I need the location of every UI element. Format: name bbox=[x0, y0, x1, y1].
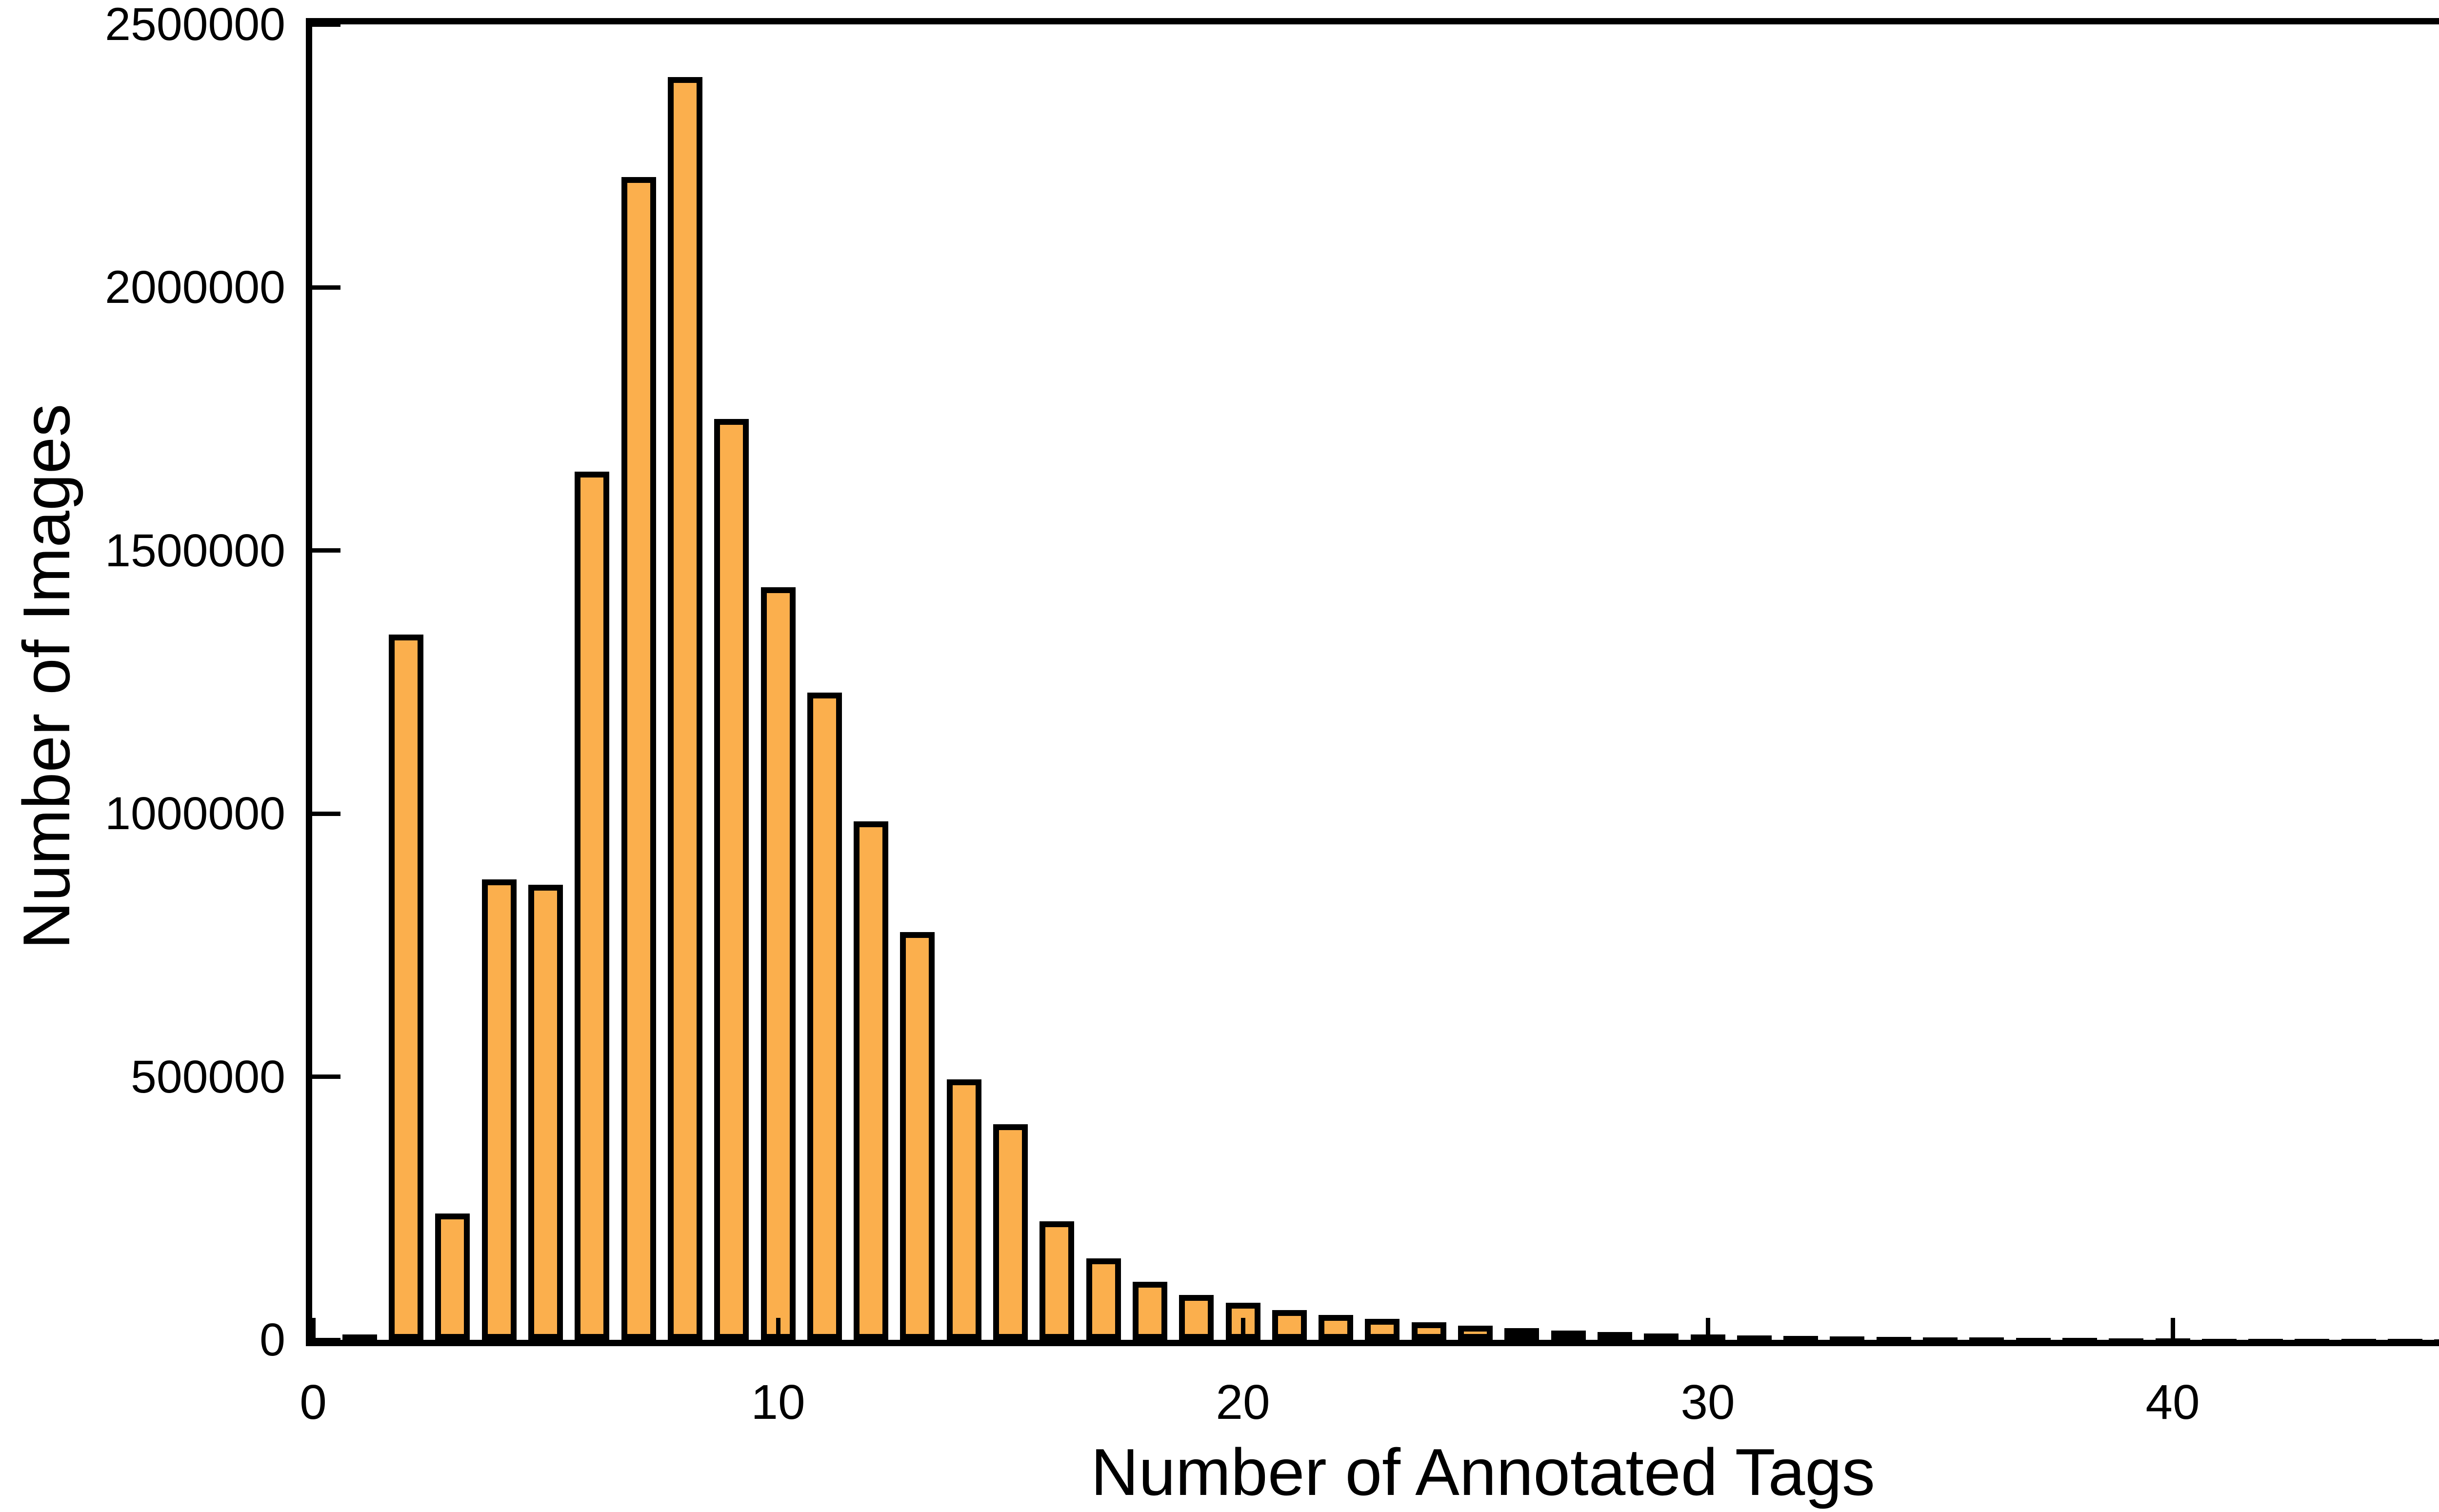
bar-x36 bbox=[1969, 1337, 2004, 1340]
y-tick bbox=[312, 1337, 340, 1342]
bar-x41 bbox=[2201, 1339, 2237, 1340]
bar-fill bbox=[813, 698, 836, 1334]
bar-fill bbox=[1045, 1227, 1069, 1334]
bar-x14 bbox=[946, 1079, 981, 1340]
bar-fill bbox=[487, 885, 511, 1334]
bar-fill bbox=[999, 1130, 1022, 1334]
y-tick bbox=[312, 285, 340, 290]
bar-x11 bbox=[807, 693, 842, 1340]
bar-x9 bbox=[714, 419, 749, 1340]
bar-fill bbox=[1324, 1321, 1348, 1334]
y-tick bbox=[312, 548, 340, 553]
bar-x24 bbox=[1411, 1322, 1446, 1340]
bar-x8 bbox=[667, 77, 702, 1340]
bar-x15 bbox=[993, 1124, 1028, 1340]
bar-x27 bbox=[1551, 1331, 1586, 1340]
bar-x6 bbox=[575, 472, 610, 1340]
bar-fill bbox=[1092, 1264, 1115, 1334]
bar-x16 bbox=[1040, 1221, 1075, 1340]
bar-x26 bbox=[1504, 1328, 1539, 1340]
bar-x45 bbox=[2388, 1339, 2422, 1340]
bar-fill bbox=[395, 640, 418, 1334]
bar-fill bbox=[534, 891, 557, 1334]
bar-fill bbox=[1371, 1325, 1394, 1334]
bar-x13 bbox=[900, 932, 935, 1340]
bar-x35 bbox=[1923, 1337, 1958, 1340]
bar-fill bbox=[860, 827, 883, 1334]
bar-fill bbox=[627, 183, 650, 1334]
y-tick-label: 2000000 bbox=[105, 261, 285, 314]
y-tick-label: 1500000 bbox=[105, 524, 285, 577]
x-axis-title: Number of Annotated Tags bbox=[1091, 1435, 1875, 1509]
bar-fill bbox=[1417, 1328, 1440, 1334]
x-tick bbox=[1705, 1318, 1710, 1340]
bar-fill bbox=[952, 1085, 976, 1334]
y-tick bbox=[312, 1074, 340, 1079]
bar-x38 bbox=[2062, 1338, 2097, 1340]
bar-fill bbox=[1138, 1288, 1161, 1334]
x-tick-label: 10 bbox=[751, 1375, 805, 1430]
bar-fill bbox=[720, 425, 743, 1334]
x-tick-label: 40 bbox=[2145, 1375, 2200, 1430]
x-tick-label: 0 bbox=[300, 1375, 327, 1430]
bar-x34 bbox=[1876, 1337, 1911, 1340]
bar-fill bbox=[1464, 1332, 1487, 1334]
y-tick-label: 0 bbox=[260, 1314, 285, 1366]
y-tick-label: 2500000 bbox=[105, 0, 285, 50]
bar-x3 bbox=[435, 1214, 470, 1340]
bar-x39 bbox=[2109, 1338, 2144, 1340]
bar-x43 bbox=[2295, 1339, 2330, 1340]
x-tick-label: 30 bbox=[1680, 1375, 1735, 1430]
y-tick-label: 500000 bbox=[130, 1051, 285, 1103]
x-tick bbox=[311, 1318, 316, 1340]
y-tick bbox=[312, 22, 340, 27]
x-tick bbox=[1240, 1318, 1245, 1340]
bar-fill bbox=[673, 83, 697, 1334]
bar-x21 bbox=[1272, 1310, 1307, 1340]
bar-x29 bbox=[1644, 1333, 1679, 1340]
bar-x1 bbox=[342, 1334, 377, 1340]
bar-x44 bbox=[2341, 1339, 2376, 1340]
bar-x7 bbox=[621, 177, 656, 1340]
x-tick bbox=[2170, 1318, 2175, 1340]
bar-x37 bbox=[2016, 1338, 2051, 1340]
bar-x22 bbox=[1319, 1315, 1354, 1340]
bar-fill bbox=[441, 1219, 464, 1334]
bar-fill bbox=[580, 477, 604, 1334]
x-tick bbox=[776, 1318, 780, 1340]
bar-x10 bbox=[760, 587, 796, 1340]
y-tick bbox=[312, 811, 340, 816]
bar-x5 bbox=[528, 885, 563, 1340]
bar-x12 bbox=[854, 821, 889, 1340]
bar-x33 bbox=[1830, 1336, 1865, 1340]
bar-fill bbox=[906, 938, 929, 1334]
y-tick-label: 1000000 bbox=[105, 788, 285, 840]
plot-inner-area bbox=[311, 22, 2439, 1342]
x-tick-label: 20 bbox=[1216, 1375, 1270, 1430]
bar-x46 bbox=[2434, 1339, 2439, 1340]
bar-x23 bbox=[1365, 1319, 1400, 1340]
bar-x42 bbox=[2248, 1339, 2283, 1340]
bar-x25 bbox=[1458, 1326, 1493, 1340]
bar-x31 bbox=[1737, 1335, 1772, 1340]
bar-fill bbox=[1185, 1301, 1208, 1334]
bar-x19 bbox=[1179, 1295, 1214, 1340]
bar-x17 bbox=[1086, 1258, 1121, 1340]
bar-fill bbox=[1278, 1316, 1301, 1334]
plot-area bbox=[306, 18, 2439, 1346]
bar-x18 bbox=[1132, 1282, 1167, 1340]
bar-x4 bbox=[481, 879, 517, 1340]
bar-x32 bbox=[1783, 1336, 1819, 1340]
bar-x28 bbox=[1597, 1332, 1632, 1340]
bar-fill bbox=[766, 593, 790, 1334]
y-axis-title: Number of Images bbox=[9, 403, 83, 950]
bar-x2 bbox=[389, 635, 424, 1340]
